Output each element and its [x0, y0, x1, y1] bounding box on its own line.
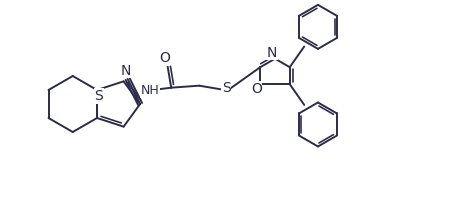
Text: N: N — [120, 64, 131, 78]
Text: NH: NH — [141, 84, 160, 97]
Text: S: S — [222, 81, 231, 95]
Text: O: O — [251, 82, 262, 96]
Text: S: S — [95, 89, 103, 103]
Text: O: O — [159, 51, 170, 65]
Text: N: N — [267, 46, 277, 60]
